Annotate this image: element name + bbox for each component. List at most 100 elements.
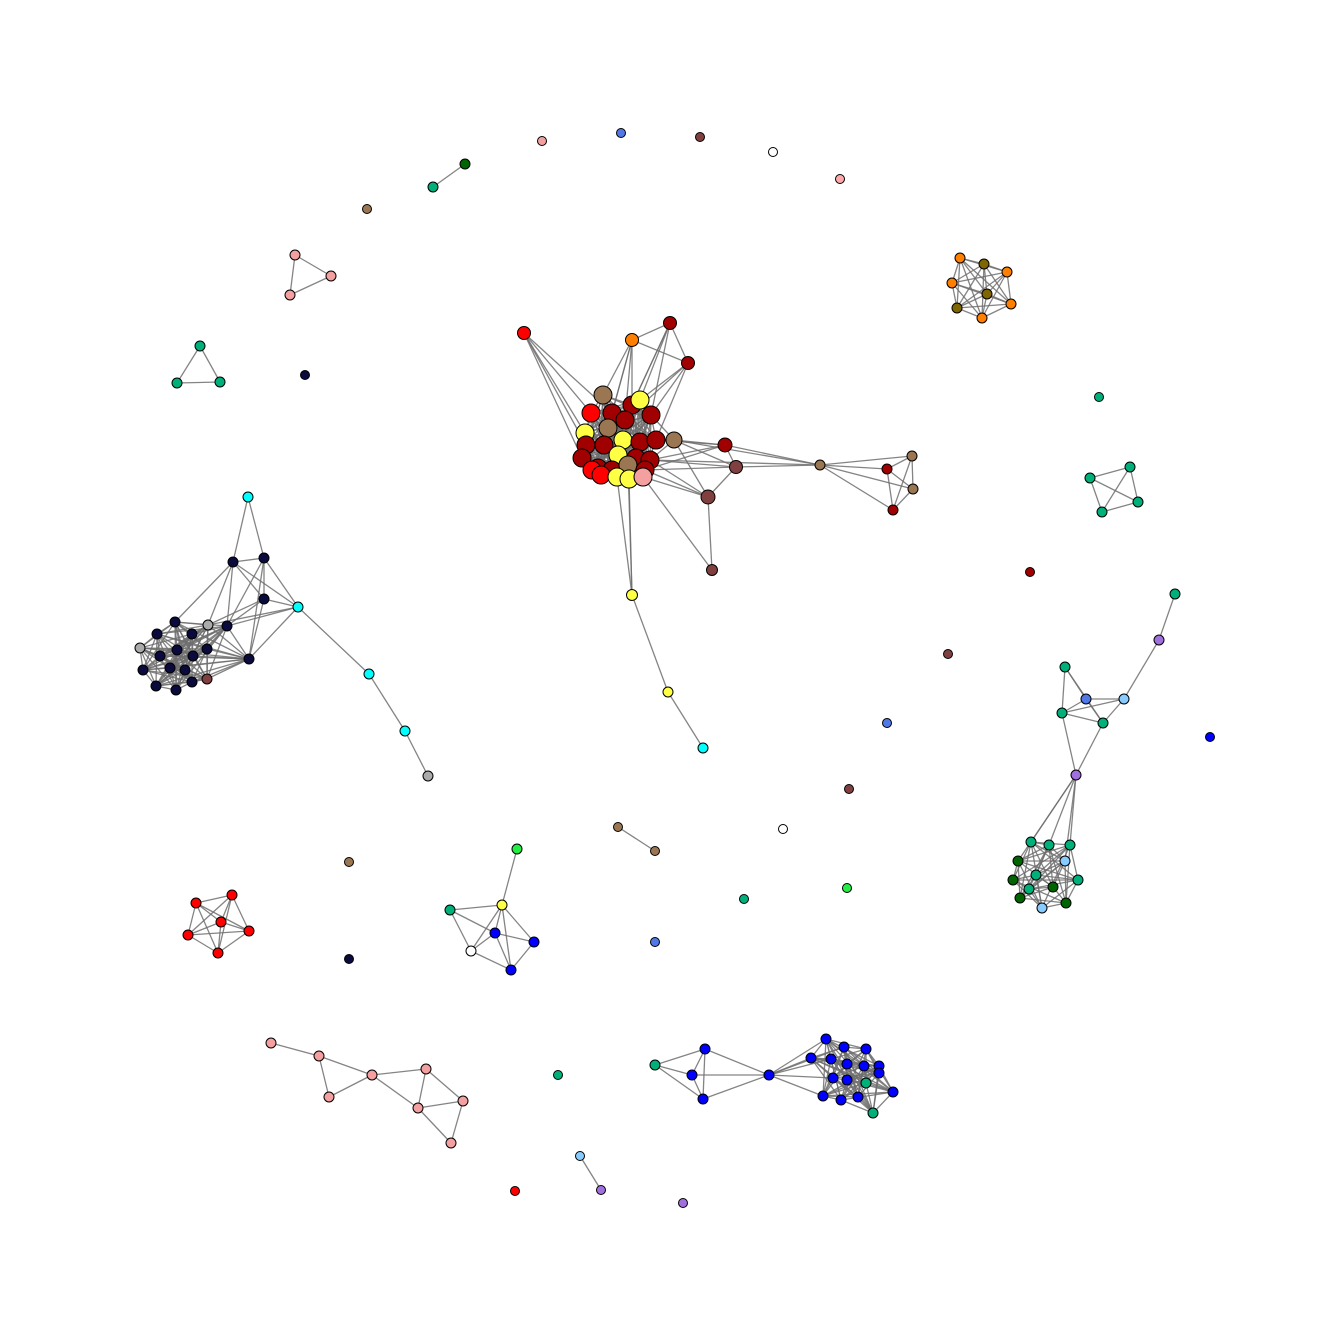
graph-node xyxy=(838,1041,850,1053)
graph-edge xyxy=(432,163,466,188)
graph-edge xyxy=(207,624,250,660)
graph-node xyxy=(214,376,226,388)
node-layer xyxy=(134,128,1215,1208)
graph-edge xyxy=(768,1038,827,1076)
graph-node xyxy=(150,680,162,692)
graph-edge xyxy=(206,648,250,660)
graph-edge xyxy=(892,455,913,511)
graph-node xyxy=(860,1043,872,1055)
graph-edge xyxy=(1075,722,1104,776)
graph-node xyxy=(739,894,749,904)
graph-edge xyxy=(768,1074,824,1097)
graph-edge xyxy=(1017,860,1079,881)
graph-edge xyxy=(1069,844,1079,881)
graph-edge xyxy=(318,1055,330,1098)
graph-edge xyxy=(617,826,656,852)
graph-node xyxy=(1132,496,1144,508)
graph-node xyxy=(1005,298,1017,310)
graph-node xyxy=(678,1198,688,1208)
graph-edge xyxy=(704,1048,770,1076)
graph-node xyxy=(1118,693,1130,705)
graph-node xyxy=(187,650,199,662)
graph-node xyxy=(686,1069,698,1081)
graph-node xyxy=(422,770,434,782)
graph-edge xyxy=(501,848,518,906)
graph-edge xyxy=(187,934,219,954)
graph-node xyxy=(681,356,695,370)
graph-edge xyxy=(669,322,689,364)
graph-node xyxy=(1169,588,1181,600)
graph-edge xyxy=(1019,897,1067,904)
graph-node xyxy=(459,158,471,170)
graph-node xyxy=(951,302,963,314)
graph-edge xyxy=(425,1068,464,1102)
graph-node xyxy=(598,418,618,438)
graph-edge xyxy=(247,496,265,559)
graph-edge xyxy=(187,921,222,936)
graph-edge xyxy=(159,624,209,657)
graph-edge xyxy=(449,904,503,911)
graph-edge xyxy=(248,557,265,660)
graph-edge xyxy=(523,332,592,414)
graph-edge xyxy=(1158,593,1176,641)
graph-edge xyxy=(702,1074,770,1100)
graph-node xyxy=(946,277,958,289)
graph-node xyxy=(700,489,716,505)
graph-edge xyxy=(207,598,265,626)
graph-node xyxy=(1094,392,1104,402)
graph-edge xyxy=(207,606,299,626)
graph-edge xyxy=(404,730,429,777)
graph-node xyxy=(633,467,653,487)
graph-edge xyxy=(649,444,726,461)
graph-node xyxy=(778,824,788,834)
graph-node xyxy=(154,650,166,662)
graph-edge xyxy=(642,476,713,571)
graph-edge xyxy=(1101,501,1139,513)
graph-node xyxy=(858,1060,870,1072)
graph-node xyxy=(1036,902,1048,914)
graph-node xyxy=(860,1077,872,1089)
graph-node xyxy=(981,288,993,300)
graph-edge xyxy=(1101,466,1131,513)
graph-edge xyxy=(735,464,821,468)
graph-edge xyxy=(142,633,158,671)
graph-edge xyxy=(169,625,228,669)
graph-edge xyxy=(822,1038,827,1097)
graph-edge xyxy=(649,459,709,498)
graph-edge xyxy=(232,496,249,563)
graph-node xyxy=(825,1053,837,1065)
graph-edge xyxy=(226,625,250,660)
graph-node xyxy=(420,1063,432,1075)
graph-node xyxy=(649,1059,661,1071)
graph-node xyxy=(511,843,523,855)
graph-edge xyxy=(951,263,985,284)
graph-node xyxy=(323,1091,335,1103)
graph-node xyxy=(1097,717,1109,729)
graph-edge xyxy=(494,932,535,943)
graph-edge xyxy=(232,561,299,608)
graph-edge xyxy=(523,332,583,459)
graph-edge xyxy=(1061,666,1066,714)
graph-edge xyxy=(523,332,587,446)
graph-edge xyxy=(1017,844,1050,862)
graph-edge xyxy=(1017,844,1071,862)
graph-edge xyxy=(1035,874,1079,881)
graph-node xyxy=(344,954,354,964)
graph-node xyxy=(171,377,183,389)
graph-node xyxy=(575,1151,585,1161)
graph-node xyxy=(1043,839,1055,851)
graph-edge xyxy=(417,1107,452,1144)
graph-node xyxy=(510,1186,520,1196)
graph-edge xyxy=(289,275,332,296)
graph-edge xyxy=(956,263,985,309)
graph-edge xyxy=(217,930,250,954)
graph-edge xyxy=(840,1091,894,1101)
graph-node xyxy=(496,899,508,911)
graph-node xyxy=(489,927,501,939)
graph-edge xyxy=(1035,844,1071,876)
graph-node xyxy=(1064,839,1076,851)
graph-edge xyxy=(822,1082,867,1097)
graph-node xyxy=(201,673,213,685)
graph-edge xyxy=(226,557,265,627)
graph-node xyxy=(427,181,439,193)
